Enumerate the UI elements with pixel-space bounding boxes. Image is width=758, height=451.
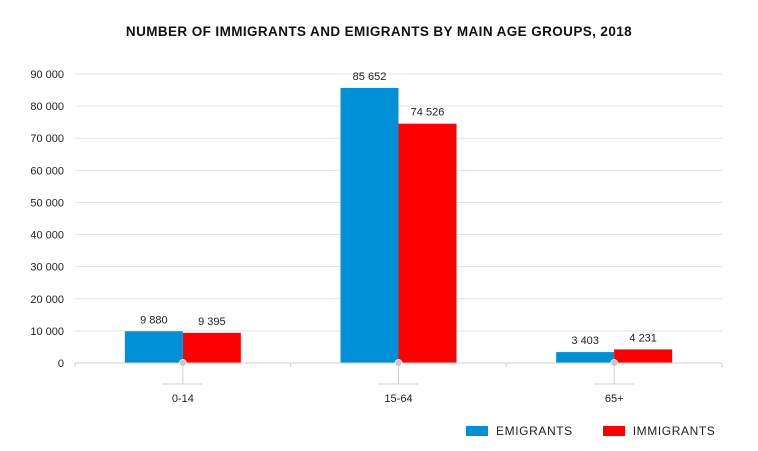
y-tick-label: 40 000 [30,230,64,242]
chart-title: NUMBER OF IMMIGRANTS AND EMIGRANTS BY MA… [125,24,633,39]
legend-swatch-immigrants [602,426,625,436]
data-label: 3 403 [571,335,599,347]
y-tick-label: 60 000 [30,165,64,177]
legend-item-emigrants: EMIGRANTS [466,424,573,438]
legend-label-immigrants: IMMIGRANTS [632,424,716,438]
data-label: 9 395 [198,316,226,328]
legend-label-emigrants: EMIGRANTS [496,424,573,438]
data-label: 9 880 [140,314,168,326]
bar-emigrants-15-64 [340,87,399,363]
category-label: 0-14 [172,393,194,405]
axis-marker [610,359,619,367]
data-labels: 9 880 9 395 85 652 74 526 3 403 4 231 [140,71,657,347]
x-axis: 0-14 15-64 65+ [74,359,723,405]
data-label: 85 652 [353,71,387,83]
y-axis-ticks: 0 10 000 20 000 30 000 40 000 50 000 60 000 70 … [30,69,64,370]
bar-immigrants-0-14 [182,332,241,363]
legend-swatch-emigrants [466,426,488,436]
bar-emigrants-65+ [556,352,615,363]
data-label: 4 231 [629,332,657,344]
y-tick-label: 90 000 [30,69,64,81]
bars [124,87,673,363]
axis-marker [394,359,403,367]
y-tick-label: 80 000 [30,101,64,113]
legend-item-immigrants: IMMIGRANTS [602,424,716,438]
bar-immigrants-15-64 [398,123,457,363]
y-tick-label: 50 000 [30,197,64,209]
y-tick-label: 10 000 [30,326,64,338]
y-tick-label: 70 000 [30,133,64,145]
bar-emigrants-0-14 [124,331,183,363]
axis-marker [178,359,187,367]
legend: EMIGRANTS IMMIGRANTS [466,424,715,438]
category-label: 65+ [605,393,624,405]
data-label: 74 526 [411,107,445,119]
category-label: 15-64 [384,393,412,405]
y-tick-label: 0 [58,358,64,370]
bar-immigrants-65+ [614,349,673,363]
y-tick-label: 30 000 [30,262,64,274]
y-tick-label: 20 000 [30,294,64,306]
